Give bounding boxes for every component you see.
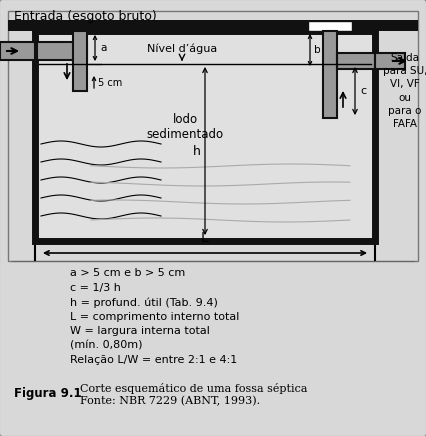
Bar [375, 53, 405, 69]
Bar [8, 11, 418, 261]
Bar [0, 42, 37, 60]
Bar [337, 53, 375, 69]
Text: h: h [193, 144, 201, 157]
Text: Corte esquemático de uma fossa séptica: Corte esquemático de uma fossa séptica [80, 382, 308, 394]
Text: b: b [314, 45, 321, 55]
Text: c = 1/3 h: c = 1/3 h [70, 283, 121, 293]
Bar [73, 31, 87, 91]
Bar [35, 31, 375, 241]
Text: h = profund. útil (Tab. 9.4): h = profund. útil (Tab. 9.4) [70, 297, 218, 307]
Bar [323, 31, 337, 118]
Text: lodo
sedimentado: lodo sedimentado [147, 113, 224, 141]
Text: Figura 9.1: Figura 9.1 [14, 388, 82, 401]
Text: c: c [360, 86, 366, 96]
Text: Relação L/W = entre 2:1 e 4:1: Relação L/W = entre 2:1 e 4:1 [70, 355, 237, 365]
Text: a > 5 cm e b > 5 cm: a > 5 cm e b > 5 cm [70, 268, 185, 278]
Text: a: a [100, 43, 106, 53]
Bar [323, 31, 337, 118]
Bar [73, 31, 87, 91]
Text: Fonte: NBR 7229 (ABNT, 1993).: Fonte: NBR 7229 (ABNT, 1993). [80, 396, 260, 406]
Text: Saída
para SU,
VI, VF
ou
para o
FAFA: Saída para SU, VI, VF ou para o FAFA [383, 53, 426, 129]
Bar [35, 42, 87, 60]
Text: (mín. 0,80m): (mín. 0,80m) [70, 341, 143, 351]
Bar [308, 21, 352, 31]
Text: W = largura interna total: W = largura interna total [70, 326, 210, 336]
Bar [375, 53, 405, 69]
Bar [0, 42, 37, 60]
Text: L = comprimento interno total: L = comprimento interno total [70, 311, 239, 321]
Bar [337, 53, 375, 69]
Text: Entrada (esgoto bruto): Entrada (esgoto bruto) [14, 10, 157, 23]
Bar [38, 34, 372, 238]
Bar [35, 42, 87, 60]
Bar [8, 20, 418, 31]
Text: Nível d’água: Nível d’água [147, 44, 217, 54]
Text: 5 cm: 5 cm [98, 78, 122, 88]
Text: L: L [201, 231, 209, 245]
